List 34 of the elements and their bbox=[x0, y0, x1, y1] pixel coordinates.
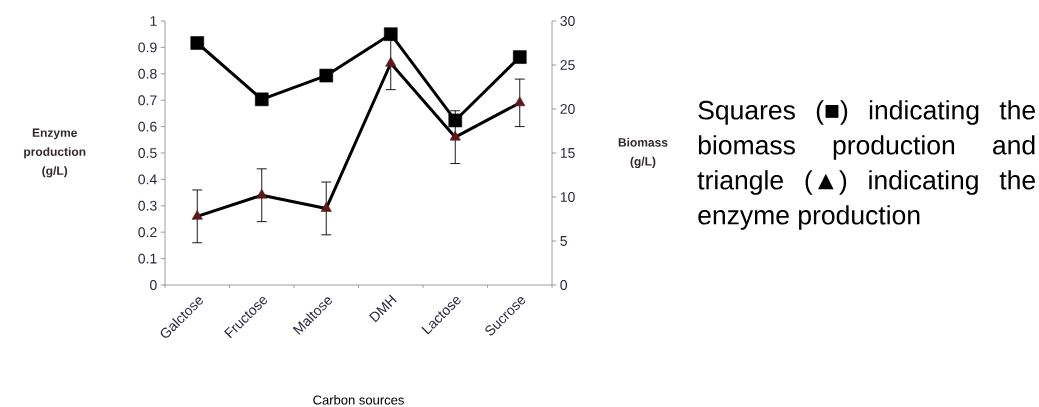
point bbox=[320, 202, 332, 212]
x-axis-title: Carbon sources bbox=[313, 395, 404, 405]
point bbox=[190, 36, 205, 50]
y2-tick-label: 20 bbox=[560, 104, 575, 114]
y-tick-label: 0.3 bbox=[138, 200, 157, 211]
y-tick-label: 0 bbox=[149, 280, 157, 290]
y-tick-label: 0.1 bbox=[138, 253, 157, 264]
y2-tick-label: 25 bbox=[560, 60, 575, 70]
y2-axis-title: Biomass (g/L) bbox=[618, 137, 668, 169]
y2-tick-label: 15 bbox=[560, 148, 575, 158]
y-tick-label: 0.7 bbox=[138, 95, 157, 106]
y-tick-label: 0.4 bbox=[138, 174, 157, 185]
point bbox=[449, 130, 461, 141]
y-tick-label: 0.8 bbox=[138, 68, 157, 79]
text: Squares (■) indicating the biomass production and triangle (▲) indicating the enzyme production bbox=[697, 100, 1035, 230]
y-tick-label: 0.2 bbox=[138, 227, 157, 238]
point bbox=[385, 56, 397, 67]
point bbox=[256, 188, 268, 199]
y2-tick-label: 5 bbox=[560, 236, 567, 246]
point bbox=[514, 96, 526, 107]
point bbox=[254, 92, 269, 107]
y-axis-title: Enzyme production (g/L) bbox=[24, 128, 86, 178]
point bbox=[512, 50, 527, 64]
point bbox=[191, 210, 203, 220]
point bbox=[319, 68, 334, 83]
y2-tick-label: 30 bbox=[560, 16, 575, 26]
point bbox=[448, 113, 463, 128]
y-tick-label: 1 bbox=[150, 16, 157, 26]
y2-tick-label: 0 bbox=[560, 280, 568, 290]
y-tick-label: 0.5 bbox=[138, 148, 157, 158]
y-tick-label: 0.9 bbox=[138, 42, 157, 53]
y-tick-label: 0.6 bbox=[138, 121, 157, 132]
y2-tick-label: 10 bbox=[560, 192, 575, 202]
point bbox=[383, 27, 398, 41]
